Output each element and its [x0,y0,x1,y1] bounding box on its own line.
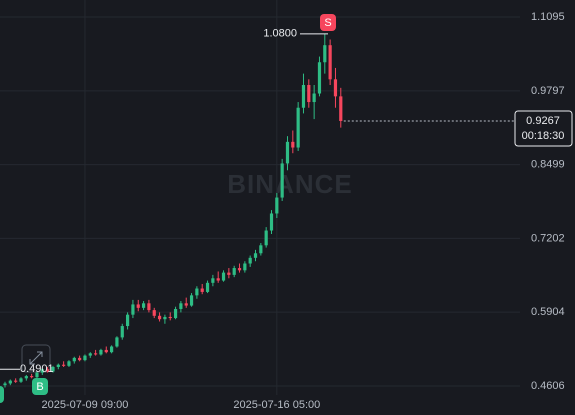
candle-body [312,93,316,103]
candle-body [232,268,236,275]
candle-body [67,361,71,366]
candle-body [253,253,258,258]
candle-body [328,45,332,80]
candle-body [40,369,44,373]
countdown-label: 00:18:30 [522,130,565,142]
buy-badge[interactable] [32,378,48,395]
candle-body [205,282,210,292]
candle-body [99,349,103,355]
candle-body [83,355,87,361]
candle-body [173,308,178,319]
candle-body [243,263,247,271]
candle-body [141,303,146,308]
y-tick-label: 0.7202 [531,232,565,244]
candle-body [216,278,220,281]
candle-body [131,304,135,315]
candle-body [168,316,172,319]
candle-body [264,230,268,246]
candle-body [248,257,252,264]
y-tick-label: 1.1095 [531,11,565,23]
candle-body [110,346,114,353]
candle-body [94,353,98,355]
candle-body [339,96,343,121]
candle-body [291,141,295,148]
candle-body [125,314,130,327]
x-tick-label: 2025-07-16 05:00 [233,399,320,411]
y-tick-label: 0.5904 [531,306,565,318]
candle-body [301,84,306,108]
candle-body [221,272,226,281]
candle-body [136,304,140,308]
candle-body [269,213,274,231]
candle-body [56,364,60,367]
candle-body [24,376,28,379]
candle-body [46,369,50,372]
candle-body [104,349,108,353]
candle-body [211,278,215,283]
sell-price-label: 1.0800 [263,28,297,40]
candle-body [307,84,311,103]
expand-button[interactable] [21,344,51,373]
candle-body [285,141,290,164]
candle-body [296,107,300,148]
candle-body [189,295,194,306]
candle-body [8,380,12,384]
candle-body [333,79,338,97]
candle-body [19,378,23,382]
last-price-box [514,110,573,147]
candle-body [237,268,242,271]
expand-icon [29,351,43,365]
sell-badge-label: S [324,17,331,29]
candle-body [227,272,231,275]
x-tick-label: 2025-07-09 09:00 [42,399,129,411]
candle-body [62,364,66,366]
candle-body [157,315,162,320]
candle-body [259,245,263,254]
candle-body [184,303,188,306]
y-tick-label: 0.9797 [531,85,565,97]
candle-body [147,303,151,311]
buy-badge-label: B [36,381,43,393]
candle-body [179,303,183,309]
y-tick-label: 0.8499 [531,159,565,171]
candle-body [78,357,82,361]
candle-body [200,288,204,292]
candle-body [30,376,34,378]
watermark: BINANCE [227,169,352,199]
buy-badge[interactable] [0,386,4,403]
y-tick-label: 0.4606 [531,380,565,392]
candle-body [35,372,39,378]
candle-body [275,197,279,214]
candle-body [280,163,284,198]
candle-body [163,316,167,320]
candle-body [323,45,327,63]
candle-body [88,353,92,356]
candle-body [152,310,156,316]
candle-body [3,383,7,386]
last-price-label: 0.9267 [526,115,560,127]
candle-body [195,288,199,296]
candle-body [317,62,322,94]
candle-body [120,326,124,338]
sell-badge[interactable] [320,14,336,31]
candle-body [115,337,119,347]
buy-price-label: 0.4901 [20,363,54,375]
candle-body [72,357,76,362]
candle-body [14,380,18,382]
candle-body [51,366,55,372]
